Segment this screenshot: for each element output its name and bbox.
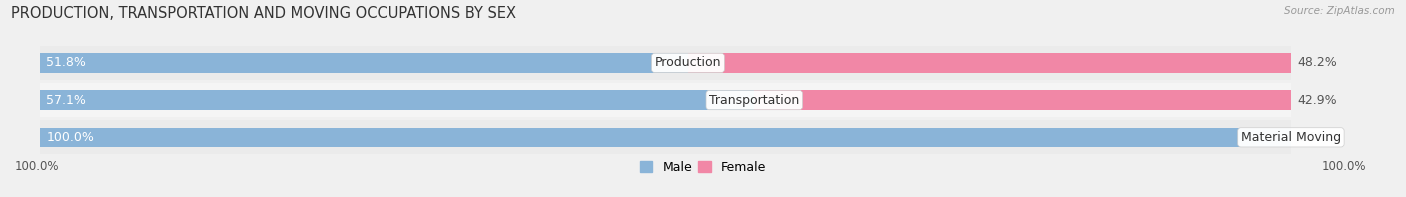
Text: Source: ZipAtlas.com: Source: ZipAtlas.com: [1284, 6, 1395, 16]
Text: 100.0%: 100.0%: [1322, 160, 1367, 173]
Text: 100.0%: 100.0%: [46, 131, 94, 144]
Bar: [39, 90, 754, 110]
Bar: [39, 120, 1291, 154]
Bar: [688, 53, 1291, 72]
Bar: [754, 90, 1291, 110]
Text: Transportation: Transportation: [709, 94, 800, 107]
Text: 100.0%: 100.0%: [15, 160, 59, 173]
Text: PRODUCTION, TRANSPORTATION AND MOVING OCCUPATIONS BY SEX: PRODUCTION, TRANSPORTATION AND MOVING OC…: [11, 6, 516, 21]
Legend: Male, Female: Male, Female: [640, 161, 766, 174]
Text: 42.9%: 42.9%: [1298, 94, 1337, 107]
Text: Material Moving: Material Moving: [1241, 131, 1341, 144]
Bar: [39, 53, 688, 72]
Bar: [39, 46, 1291, 80]
Text: 0.0%: 0.0%: [1298, 131, 1329, 144]
Text: 57.1%: 57.1%: [46, 94, 86, 107]
Text: 48.2%: 48.2%: [1298, 56, 1337, 69]
Text: 51.8%: 51.8%: [46, 56, 86, 69]
Bar: [39, 83, 1291, 117]
Bar: [39, 128, 1291, 147]
Text: Production: Production: [655, 56, 721, 69]
